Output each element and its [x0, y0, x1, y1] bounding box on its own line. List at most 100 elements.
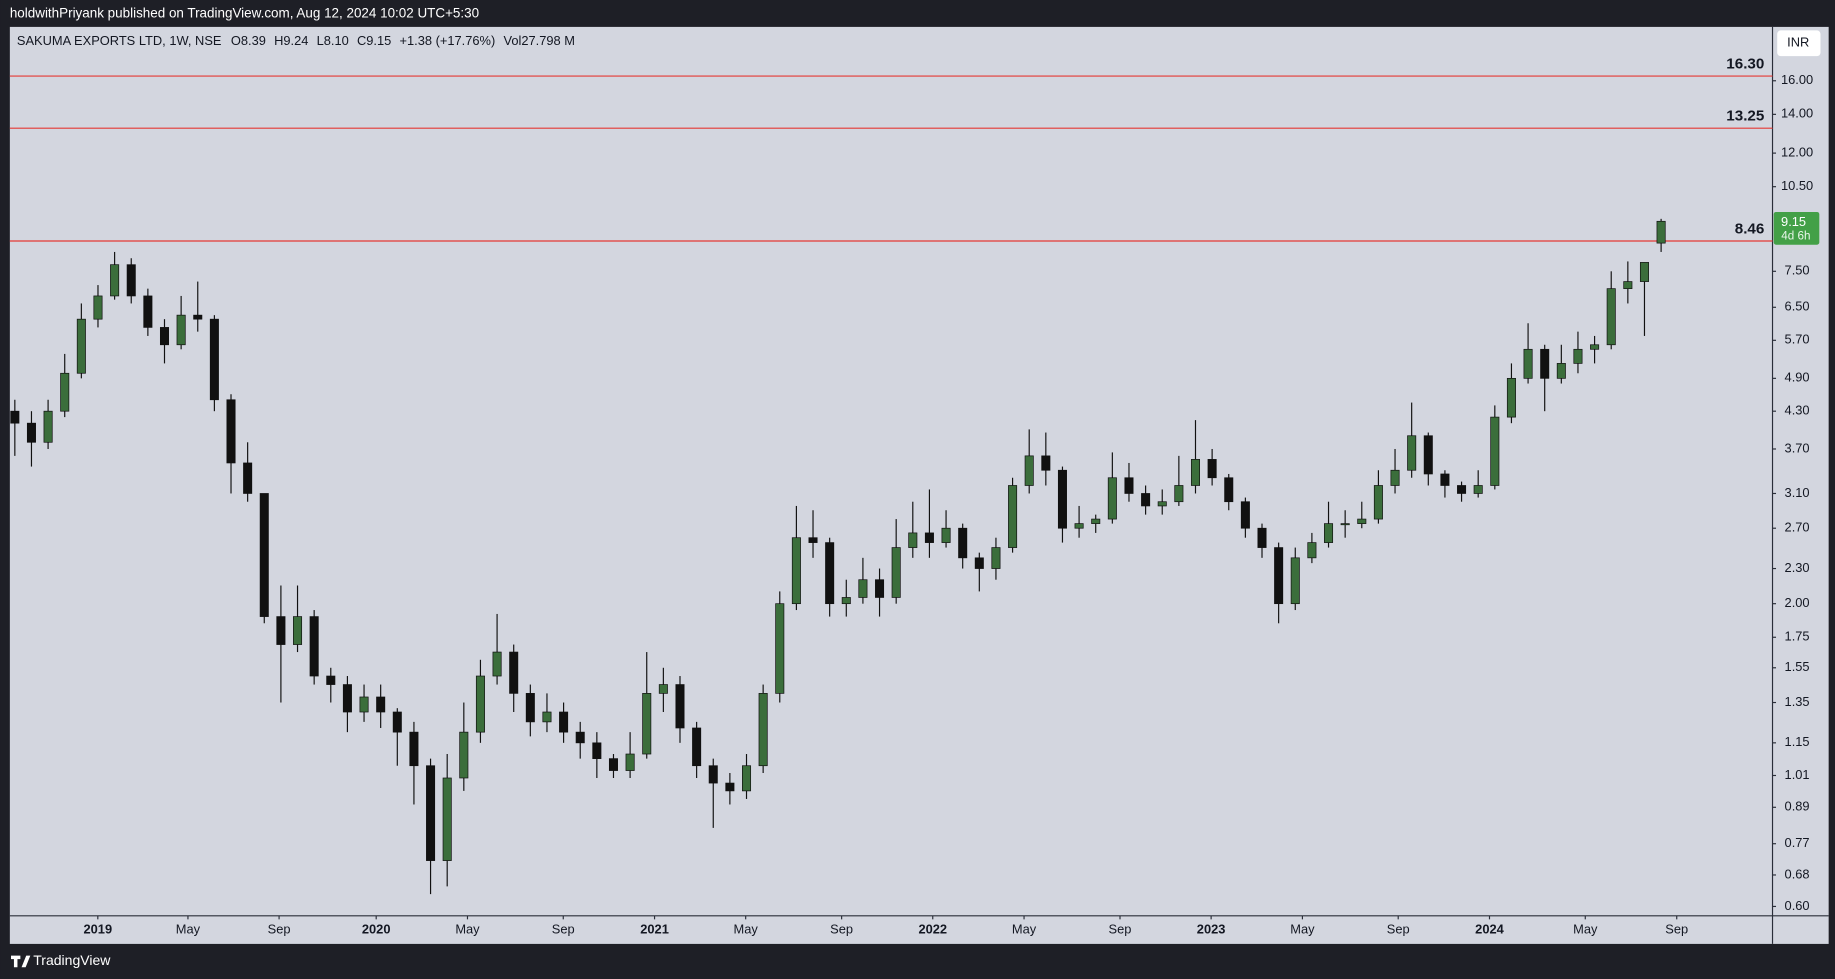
candle-body — [1124, 477, 1134, 494]
candle-body — [1523, 348, 1533, 379]
published-note: holdwithPriyank published on TradingView… — [10, 6, 479, 21]
x-tick-label: 2023 — [1197, 921, 1226, 936]
y-tick-label: 1.35 — [1785, 694, 1810, 709]
legend-item-label: H — [274, 33, 283, 48]
candle-body — [1190, 459, 1201, 486]
x-tick-label: May — [1012, 921, 1037, 936]
candle-body — [309, 616, 319, 677]
candle-body — [143, 295, 153, 328]
x-tick-label: Sep — [1387, 921, 1410, 936]
candle-body — [1457, 485, 1467, 494]
candle-body — [974, 557, 984, 569]
candle-body — [475, 675, 485, 733]
candle-body — [43, 410, 53, 443]
legend-item-label: O — [231, 33, 241, 48]
candle-body — [1224, 477, 1234, 503]
candle-body — [841, 597, 851, 605]
candle-body — [10, 410, 20, 424]
level-label: 13.25 — [1726, 108, 1765, 125]
x-tick-label: 2020 — [362, 921, 391, 936]
legend-item-value: 9.24 — [283, 33, 308, 48]
y-tick-label: 1.75 — [1785, 629, 1810, 644]
candle-body — [93, 295, 103, 320]
candle-body — [1490, 416, 1500, 486]
countdown-label: 4d 6h — [1781, 230, 1810, 243]
candle-body — [725, 782, 735, 792]
candle-body — [1041, 455, 1051, 471]
candle-body — [442, 777, 452, 861]
candle-body — [376, 696, 386, 713]
y-tick-label: 1.55 — [1785, 659, 1810, 674]
candle-body — [1373, 485, 1383, 520]
candle-body — [1573, 348, 1583, 364]
candle-body — [1324, 523, 1334, 543]
currency-button[interactable] — [1777, 30, 1821, 57]
candle-body — [110, 264, 120, 297]
candle-body — [359, 696, 369, 713]
y-tick-label: 1.15 — [1785, 734, 1810, 749]
legend-item-label: L — [317, 33, 324, 48]
y-tick-label: 6.50 — [1785, 299, 1810, 314]
candle-body — [126, 264, 136, 297]
candle-body — [692, 727, 702, 767]
candle-body — [1407, 435, 1417, 471]
candle-body — [226, 399, 236, 464]
candle-body — [1639, 262, 1649, 282]
x-tick-label: Sep — [1665, 921, 1688, 936]
x-tick-label: May — [734, 921, 759, 936]
candle-body — [525, 693, 535, 723]
candle-body — [1274, 547, 1284, 605]
y-tick-label: 3.70 — [1785, 440, 1810, 455]
candle-body — [1540, 348, 1550, 379]
brand-name: TradingView — [33, 952, 111, 968]
brand-logo — [11, 955, 31, 968]
candle-body — [592, 742, 602, 759]
x-tick-label: Sep — [830, 921, 853, 936]
x-tick-label: 2022 — [918, 921, 947, 936]
candle-body — [1141, 493, 1151, 507]
candle-body — [825, 542, 835, 605]
x-tick-label: May — [176, 921, 201, 936]
x-tick-label: Sep — [268, 921, 291, 936]
x-tick-label: May — [1573, 921, 1598, 936]
y-tick-label: 7.50 — [1785, 263, 1810, 278]
x-tick-label: 2024 — [1475, 921, 1504, 936]
y-tick-label: 1.01 — [1785, 767, 1810, 782]
candle-body — [791, 537, 801, 605]
chart-background — [9, 26, 1829, 944]
candle-body — [1091, 518, 1101, 524]
candle-body — [342, 684, 352, 713]
y-tick-label: 4.30 — [1785, 403, 1810, 418]
y-tick-label: 0.77 — [1785, 835, 1810, 850]
candle-body — [1024, 455, 1034, 486]
candle-body — [1257, 527, 1267, 548]
candle-body — [675, 684, 685, 729]
candle-body — [193, 314, 203, 320]
y-tick-label: 12.00 — [1781, 145, 1813, 160]
level-label: 8.46 — [1735, 220, 1765, 237]
x-tick-label: Sep — [552, 921, 575, 936]
candle-body — [958, 527, 968, 559]
candle-body — [608, 758, 618, 771]
candle-body — [326, 675, 336, 685]
candle-body — [1440, 473, 1450, 486]
plot: 16.00 14.00 12.00 10.50 7.50 6.50 5.70 4.90 4.30… — [9, 55, 1820, 936]
candle-body — [492, 651, 502, 677]
legend-item-value: 8.10 — [324, 33, 349, 48]
candle-body — [1390, 469, 1400, 486]
candle-body — [1357, 518, 1367, 524]
last-price-tag — [1773, 211, 1820, 245]
level-label: 16.30 — [1726, 55, 1764, 72]
candle-body — [209, 318, 219, 401]
candle-body — [758, 693, 768, 767]
currency-label: INR — [1787, 35, 1809, 50]
candle-body — [1290, 557, 1300, 605]
x-tick-label: 2019 — [84, 921, 113, 936]
candle-body — [708, 765, 718, 784]
candle-body — [392, 711, 402, 733]
candle-body — [509, 651, 519, 694]
candle-body — [924, 532, 934, 543]
candle-body — [1307, 542, 1317, 559]
